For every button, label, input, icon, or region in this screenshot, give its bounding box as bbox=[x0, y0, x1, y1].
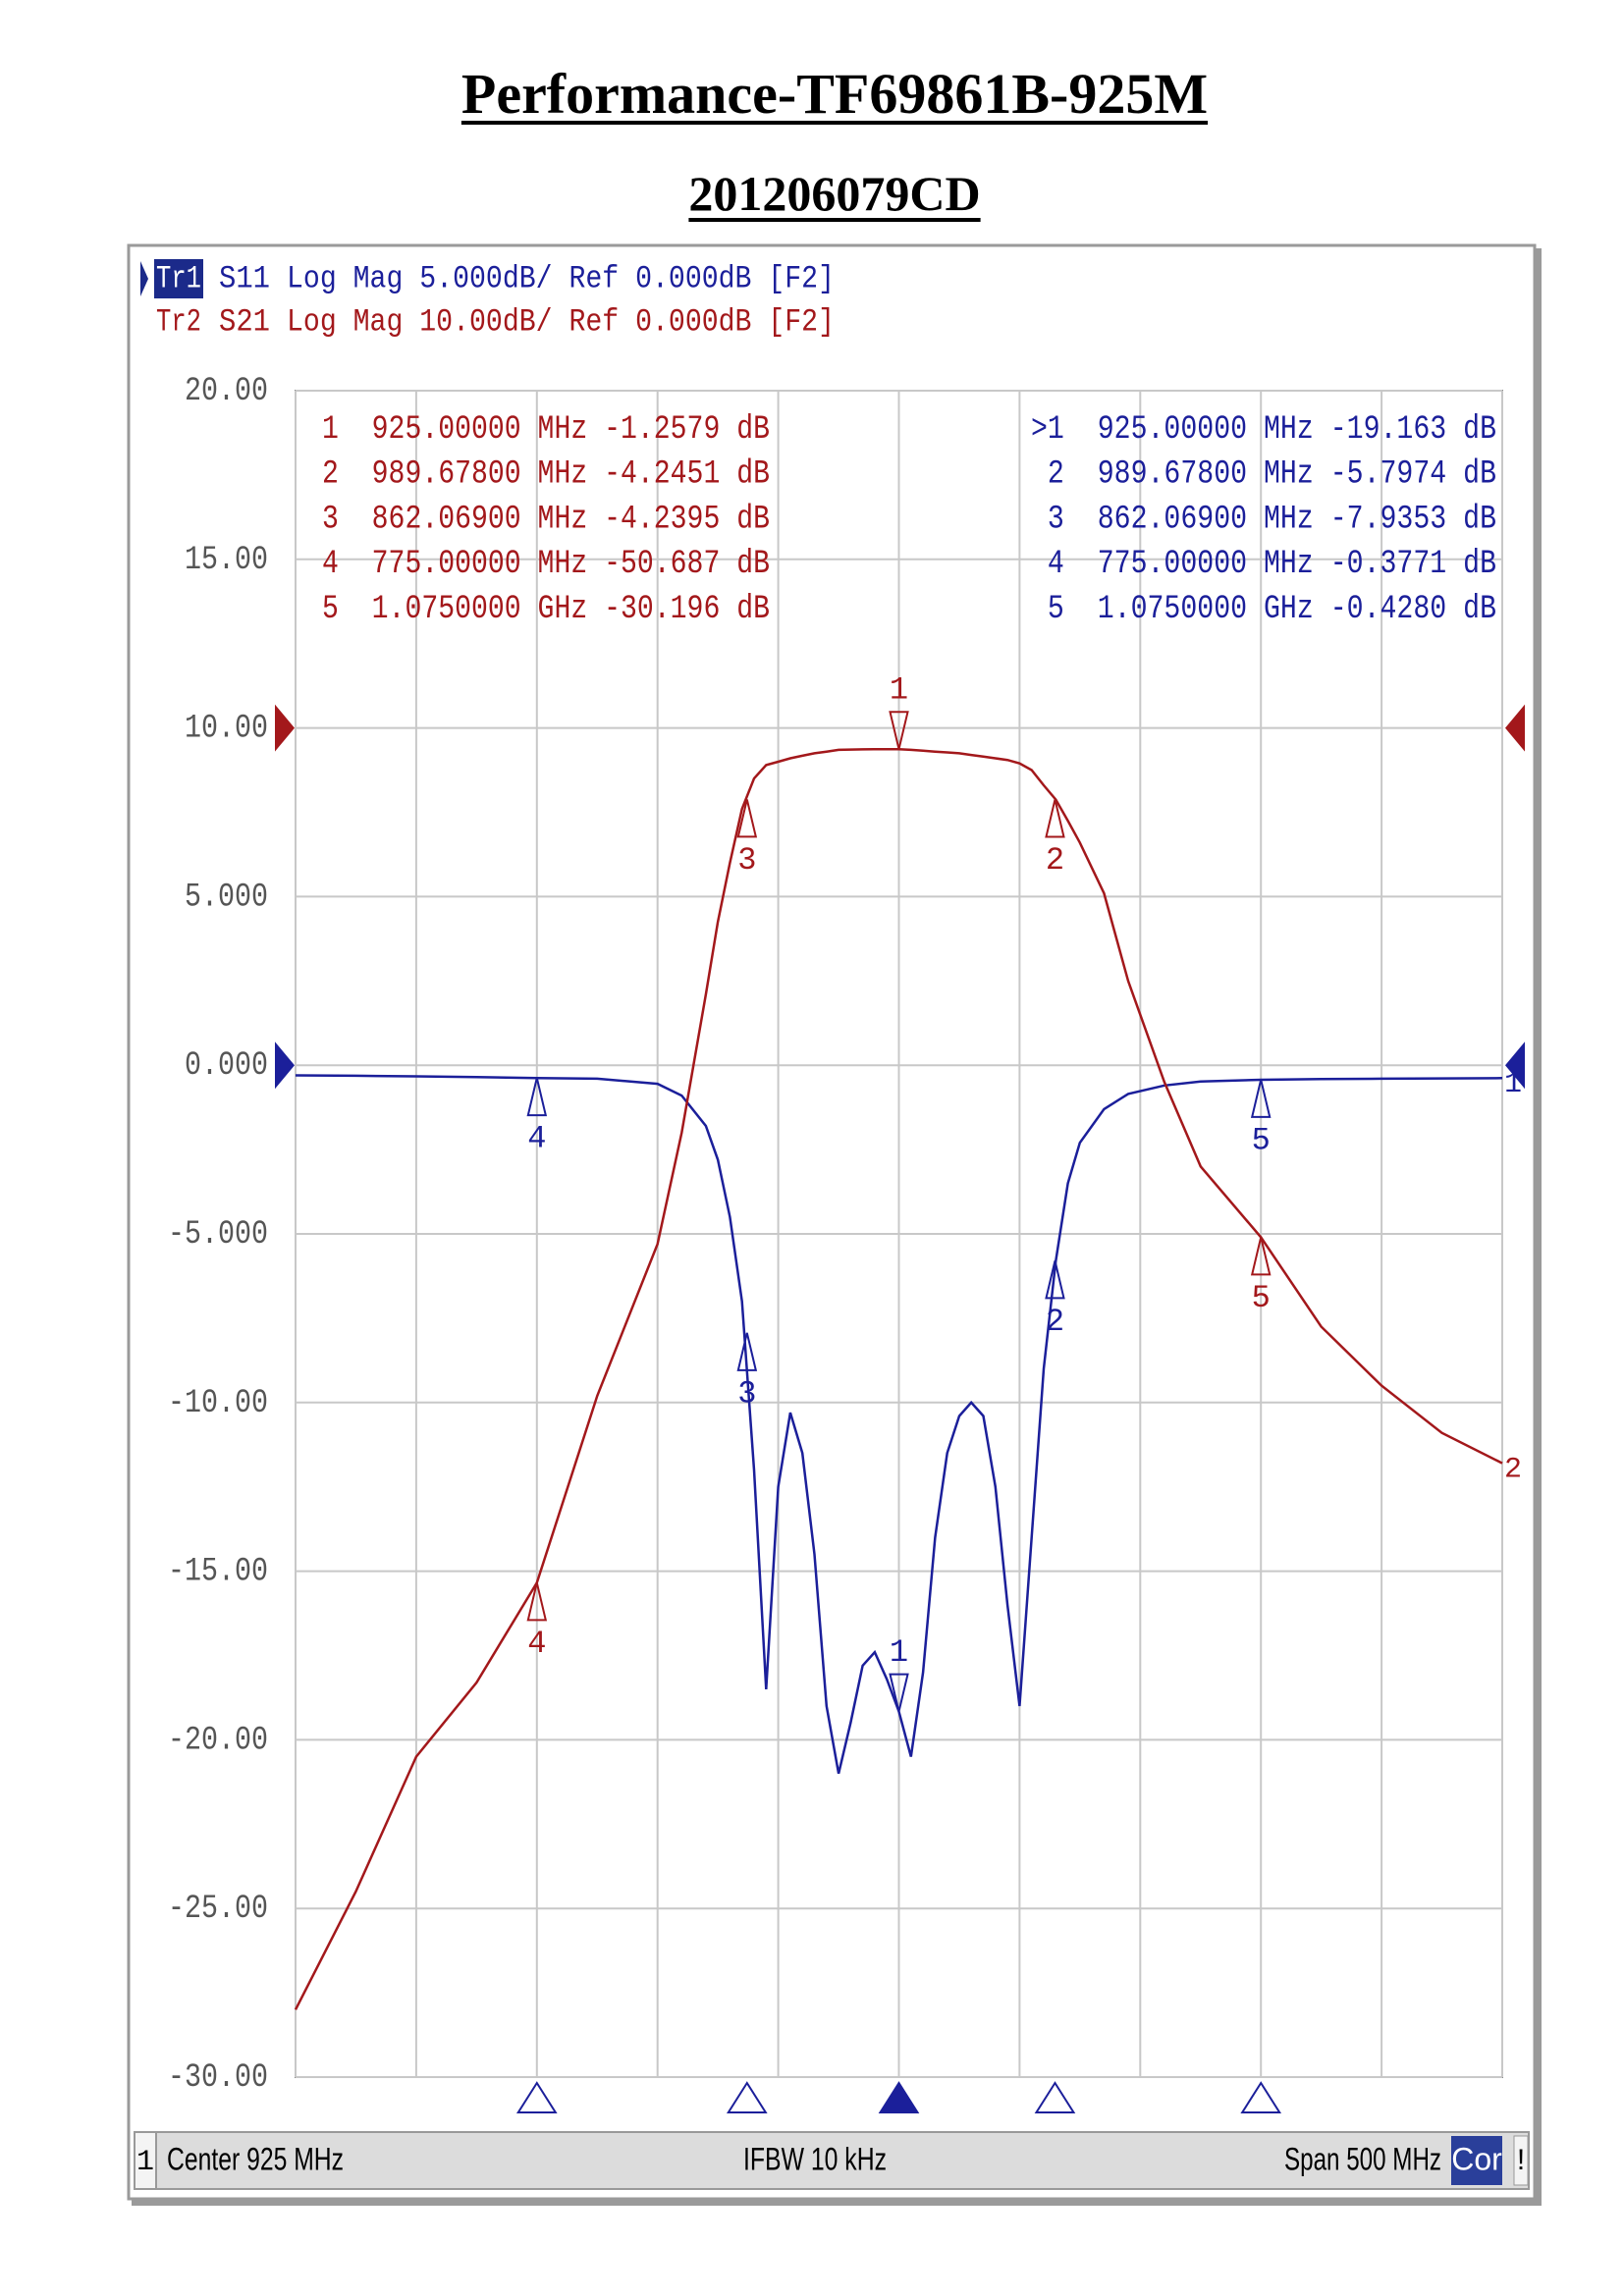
marker-label: 3 bbox=[737, 842, 756, 879]
trace-format: Log Mag 5.000dB/ Ref 0.000dB [F2] bbox=[287, 260, 835, 296]
span: Span 500 MHz bbox=[1284, 2141, 1441, 2176]
marker bbox=[1250, 1237, 1272, 1276]
marker-label: 2 bbox=[1046, 1304, 1064, 1340]
trace-id: Tr1 bbox=[156, 260, 201, 296]
trace-number: 2 bbox=[1504, 1454, 1522, 1487]
marker bbox=[736, 799, 758, 838]
active-trace-box bbox=[154, 259, 203, 298]
correction: Cor bbox=[1451, 2141, 1502, 2176]
marker-label: 1 bbox=[890, 672, 908, 709]
marker bbox=[1045, 799, 1065, 838]
marker-label: 5 bbox=[1252, 1122, 1271, 1158]
marker bbox=[889, 1673, 909, 1712]
marker-position bbox=[878, 2081, 920, 2113]
y-tick-label: -5.000 bbox=[168, 1216, 268, 1254]
marker-position bbox=[726, 2081, 768, 2113]
marker bbox=[526, 1077, 548, 1117]
ref-marker bbox=[275, 1041, 295, 1090]
marker-label: 2 bbox=[1046, 842, 1064, 879]
ref-marker bbox=[1505, 704, 1525, 752]
center-frequency: Center 925 MHz bbox=[167, 2141, 344, 2176]
marker-label: 1 bbox=[890, 1634, 908, 1671]
marker-label: 3 bbox=[737, 1375, 756, 1412]
y-tick-label: 0.000 bbox=[185, 1047, 268, 1085]
y-tick-label: 10.00 bbox=[185, 711, 268, 748]
marker-label: 5 bbox=[1252, 1280, 1271, 1316]
marker-readout: 5 1.0750000 GHz -30.196 dB bbox=[322, 591, 770, 628]
ref-marker bbox=[1505, 1041, 1525, 1090]
y-tick-label: 5.000 bbox=[185, 879, 268, 916]
y-tick-label: -30.00 bbox=[168, 2059, 268, 2097]
marker-label: 4 bbox=[527, 1626, 546, 1662]
marker-readout: 1 925.00000 MHz -1.2579 dB bbox=[322, 411, 770, 449]
marker-readout: 3 862.06900 MHz -4.2395 dB bbox=[322, 501, 770, 538]
marker bbox=[1045, 1260, 1065, 1300]
marker-readout: 4 775.00000 MHz -50.687 dB bbox=[322, 546, 770, 583]
marker-readout: 2 989.67800 MHz -5.7974 dB bbox=[1031, 456, 1496, 494]
y-tick-label: 15.00 bbox=[185, 542, 268, 579]
y-tick-label: -10.00 bbox=[168, 1385, 268, 1422]
flag: ! bbox=[1517, 2144, 1525, 2176]
active-trace-pointer bbox=[140, 261, 148, 296]
marker-position bbox=[1240, 2081, 1282, 2113]
flag-box bbox=[1513, 2135, 1529, 2186]
status-bar bbox=[134, 2131, 1530, 2190]
marker bbox=[889, 711, 909, 750]
marker-position bbox=[515, 2081, 558, 2113]
title: Performance-TF69861B-925M bbox=[460, 62, 1209, 126]
marker-readout: >1 925.00000 MHz -19.163 dB bbox=[1031, 411, 1496, 449]
channel-number: 1 bbox=[136, 2146, 154, 2179]
y-tick-label: -20.00 bbox=[168, 1722, 268, 1759]
trace-format: Log Mag 10.00dB/ Ref 0.000dB [F2] bbox=[287, 303, 835, 340]
trace-param: S11 bbox=[219, 260, 270, 296]
marker-position bbox=[1034, 2081, 1076, 2113]
marker-readout: 4 775.00000 MHz -0.3771 dB bbox=[1031, 546, 1496, 583]
channel-box bbox=[134, 2131, 157, 2190]
trace-id: Tr2 bbox=[156, 303, 201, 340]
cor-box bbox=[1451, 2136, 1502, 2185]
marker-readout: 5 1.0750000 GHz -0.4280 dB bbox=[1031, 591, 1496, 628]
marker bbox=[526, 1582, 548, 1622]
subtitle: 201206079CD bbox=[688, 166, 981, 221]
marker bbox=[736, 1332, 758, 1371]
marker-readout: 3 862.06900 MHz -7.9353 dB bbox=[1031, 501, 1496, 538]
marker bbox=[1250, 1079, 1272, 1118]
trace-param: S21 bbox=[219, 303, 270, 340]
ifbw: IFBW 10 kHz bbox=[743, 2141, 887, 2176]
marker-readout: 2 989.67800 MHz -4.2451 dB bbox=[322, 456, 770, 494]
y-tick-label: 20.00 bbox=[185, 373, 268, 410]
y-tick-label: -15.00 bbox=[168, 1554, 268, 1591]
trace-number: 1 bbox=[1504, 1068, 1522, 1101]
ref-marker bbox=[275, 704, 295, 752]
marker-label: 4 bbox=[527, 1121, 546, 1157]
y-tick-label: -25.00 bbox=[168, 1891, 268, 1928]
